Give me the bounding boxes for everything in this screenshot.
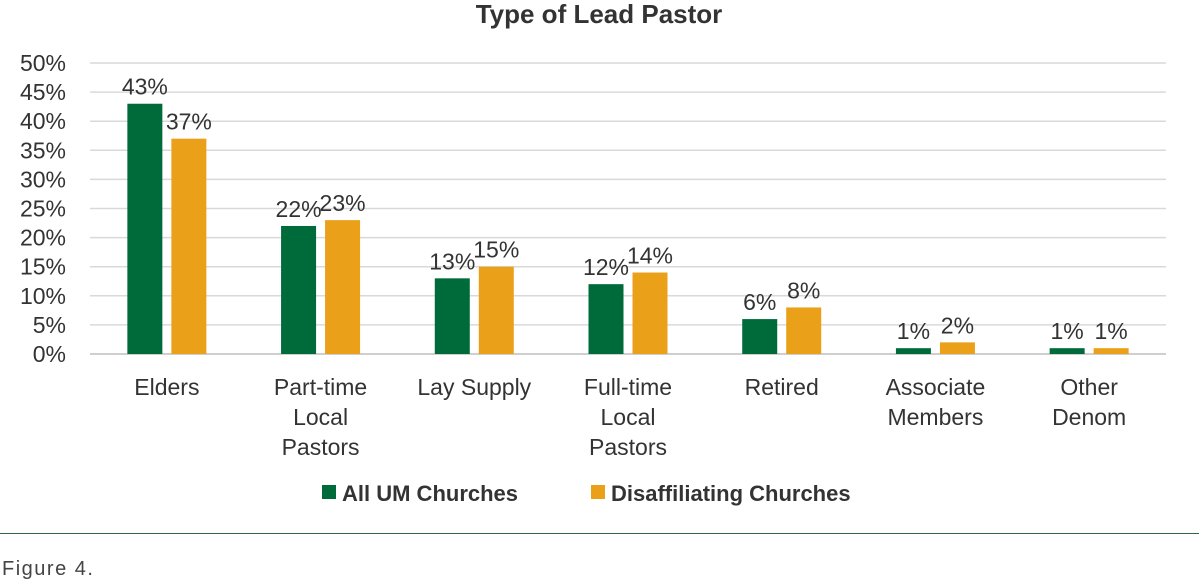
data-label: 1%	[897, 318, 930, 344]
y-tick-label: 0%	[33, 341, 66, 367]
category-label: Local	[601, 404, 656, 430]
category-label: Other	[1060, 374, 1118, 400]
bars	[127, 103, 1129, 355]
bar	[742, 319, 778, 354]
category-label: Full-time	[584, 374, 672, 400]
y-tick-label: 10%	[20, 283, 66, 309]
figure-caption: Figure 4.	[2, 558, 95, 580]
y-tick-label: 20%	[20, 225, 66, 251]
category-label: Lay Supply	[417, 374, 531, 400]
y-tick-label: 50%	[20, 50, 66, 76]
data-label: 2%	[941, 312, 974, 338]
bar	[127, 103, 163, 355]
legend: All UM Churches Disaffiliating Churches	[322, 481, 851, 506]
y-tick-label: 35%	[20, 137, 66, 163]
data-label: 8%	[787, 277, 820, 303]
bar	[1049, 348, 1085, 354]
category-label: Associate	[886, 374, 986, 400]
legend-swatch	[591, 485, 605, 499]
data-label: 13%	[429, 248, 475, 274]
bar	[632, 272, 668, 354]
category-label: Retired	[745, 374, 819, 400]
data-label: 22%	[276, 196, 322, 222]
chart: Type of Lead Pastor 0% 5% 10% 15% 20% 25% 30% 3…	[20, 0, 1166, 506]
legend-label: Disaffiliating Churches	[611, 481, 851, 506]
category-label: Pastors	[282, 434, 360, 460]
y-tick-label: 40%	[20, 108, 66, 134]
bar	[325, 220, 361, 354]
data-label: 1%	[1095, 318, 1128, 344]
category-labels: Elders Part-time Local Pastors Lay Supply Ful…	[134, 374, 1126, 460]
category-label: Elders	[134, 374, 199, 400]
data-label: 15%	[473, 237, 519, 263]
data-label: 12%	[583, 254, 629, 280]
y-tick-label: 30%	[20, 166, 66, 192]
category-label: Denom	[1052, 404, 1126, 430]
data-label: 23%	[320, 190, 366, 216]
category-label: Part-time	[274, 374, 367, 400]
data-label: 37%	[166, 109, 212, 135]
data-label: 1%	[1051, 318, 1084, 344]
divider	[0, 533, 1199, 534]
bar	[281, 225, 317, 354]
data-label: 43%	[122, 74, 168, 100]
bar	[434, 278, 470, 354]
gridlines	[90, 62, 1166, 355]
y-tick-label: 5%	[33, 312, 66, 338]
legend-swatch	[322, 485, 336, 499]
y-tick-label: 15%	[20, 254, 66, 280]
legend-label: All UM Churches	[342, 481, 518, 506]
y-tick-label: 45%	[20, 79, 66, 105]
y-axis-ticks: 0% 5% 10% 15% 20% 25% 30% 35% 40% 45% 50%	[20, 50, 66, 367]
category-label: Local	[293, 404, 348, 430]
bar	[588, 284, 624, 354]
data-label: 6%	[743, 289, 776, 315]
data-labels: 43% 22% 13% 12% 6% 1% 1% 37% 23% 15% 14% 8% 2% 1%	[122, 74, 1128, 344]
bar	[939, 342, 975, 354]
bar	[478, 266, 514, 354]
data-label: 14%	[627, 243, 673, 269]
category-label: Members	[887, 404, 983, 430]
bar	[171, 138, 207, 354]
bar	[786, 307, 822, 354]
category-label: Pastors	[589, 434, 667, 460]
chart-title: Type of Lead Pastor	[476, 0, 723, 29]
bar	[895, 348, 931, 354]
bar	[1093, 348, 1129, 354]
y-tick-label: 25%	[20, 196, 66, 222]
